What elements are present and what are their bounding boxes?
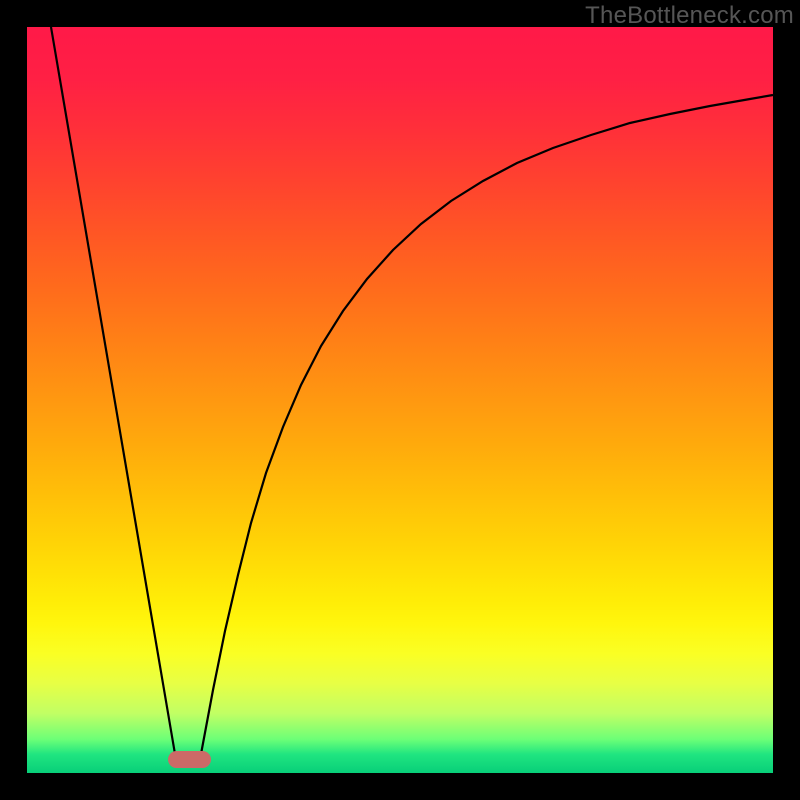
bottleneck-curves	[0, 0, 800, 800]
right-rising-curve	[201, 95, 773, 754]
optimal-marker	[168, 751, 211, 768]
watermark-text: TheBottleneck.com	[585, 2, 794, 30]
left-descent-line	[51, 27, 175, 754]
chart-frame: TheBottleneck.com	[0, 0, 800, 800]
